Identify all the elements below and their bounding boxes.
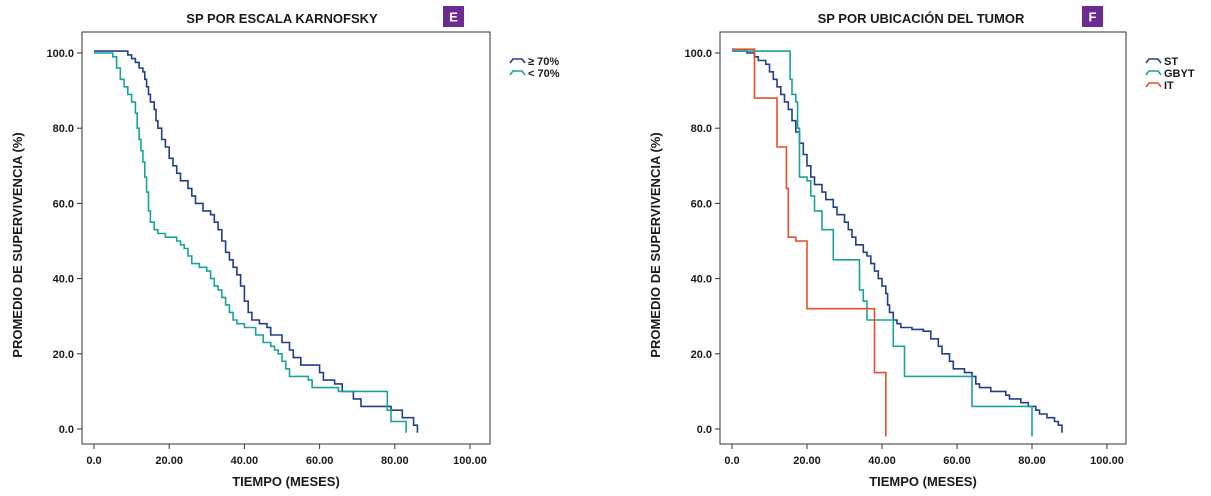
panel-badge xyxy=(443,6,464,27)
y-tick-label: 100.0 xyxy=(46,48,74,60)
y-tick-label: 40.0 xyxy=(53,274,74,286)
y-tick-label: 20.0 xyxy=(691,349,712,361)
x-tick-label: 80.00 xyxy=(381,455,409,467)
legend-swatch xyxy=(1145,58,1162,64)
legend-label: ST xyxy=(1164,56,1178,68)
panel-badge-label: E xyxy=(449,10,458,25)
x-tick-label: 40.00 xyxy=(231,455,259,467)
series-line-3 xyxy=(732,48,887,437)
x-tick-label: 100.00 xyxy=(1090,455,1124,467)
x-tick-label: 80.00 xyxy=(1018,455,1046,467)
y-axis-label: PROMEDIO DE SUPERVIVENCIA (%) xyxy=(648,132,663,357)
x-axis-label: TIEMPO (MESES) xyxy=(869,474,977,489)
series-line-1 xyxy=(732,50,1063,433)
chart-panel-f: SP POR UBICACIÓN DEL TUMOR F 0.0 20.0 40.0 60… xyxy=(648,6,1195,489)
legend-label: GBYT xyxy=(1164,68,1195,80)
y-tick-label: 60.0 xyxy=(53,198,74,210)
y-tick-label: 0.0 xyxy=(697,424,712,436)
x-tick-label: 0.0 xyxy=(86,455,101,467)
chart-panel-e: SP POR ESCALA KARNOFSKY E 0.0 20.0 40.0 60.0 8… xyxy=(10,6,560,489)
panel-badge xyxy=(1082,6,1103,27)
x-tick-label: 0.0 xyxy=(724,455,739,467)
y-tick-label: 0.0 xyxy=(59,424,74,436)
series-line-2 xyxy=(94,52,407,433)
legend-label: ≥ 70% xyxy=(528,56,559,68)
panel-badge-label: F xyxy=(1089,10,1097,25)
series-line-1 xyxy=(94,50,419,433)
y-tick-label: 40.0 xyxy=(691,274,712,286)
y-axis-label: PROMEDIO DE SUPERVIVENCIA (%) xyxy=(10,132,25,357)
y-tick-label: 60.0 xyxy=(691,198,712,210)
plot-frame xyxy=(719,31,1127,445)
y-tick-label: 80.0 xyxy=(691,123,712,135)
y-tick-label: 20.0 xyxy=(53,349,74,361)
chart-title: SP POR ESCALA KARNOFSKY xyxy=(186,11,378,26)
y-tick-label: 80.0 xyxy=(53,123,74,135)
series-line-2 xyxy=(732,50,1033,437)
x-tick-label: 100.00 xyxy=(453,455,487,467)
x-axis-label: TIEMPO (MESES) xyxy=(232,474,340,489)
legend-label: < 70% xyxy=(528,68,560,80)
legend-swatch xyxy=(1145,70,1162,76)
plot-frame xyxy=(81,31,491,445)
x-tick-label: 60.00 xyxy=(943,455,971,467)
x-tick-label: 20.00 xyxy=(793,455,821,467)
legend-swatch xyxy=(1145,82,1162,88)
chart-title: SP POR UBICACIÓN DEL TUMOR xyxy=(818,11,1025,26)
x-tick-label: 20.00 xyxy=(155,455,183,467)
x-tick-label: 40.00 xyxy=(868,455,896,467)
legend-swatch xyxy=(509,70,526,76)
legend-label: IT xyxy=(1164,80,1174,92)
y-tick-label: 100.0 xyxy=(684,48,712,60)
x-tick-label: 60.00 xyxy=(306,455,334,467)
legend-swatch xyxy=(509,58,526,64)
